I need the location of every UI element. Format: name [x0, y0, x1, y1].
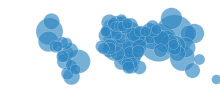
Point [114, 33, 117, 35]
Point [130, 30, 133, 32]
Point [104, 35, 108, 36]
Point [173, 44, 176, 46]
Point [61, 55, 64, 57]
Point [171, 43, 175, 45]
Point [111, 24, 114, 25]
Point [126, 45, 130, 47]
Point [63, 52, 66, 53]
Point [119, 61, 123, 63]
Point [167, 42, 170, 44]
Point [150, 25, 153, 27]
Point [47, 30, 51, 31]
Point [137, 66, 141, 68]
Point [129, 62, 132, 64]
Point [150, 36, 153, 38]
Point [110, 26, 113, 28]
Point [69, 75, 73, 77]
Point [126, 38, 130, 40]
Point [138, 30, 141, 31]
Point [141, 35, 144, 36]
Point [119, 38, 122, 39]
Point [156, 41, 160, 42]
Point [130, 58, 133, 60]
Point [170, 45, 174, 47]
Point [46, 40, 50, 42]
Point [136, 40, 139, 42]
Point [107, 47, 110, 49]
Point [117, 25, 120, 27]
Point [108, 49, 111, 51]
Point [55, 45, 59, 47]
Point [128, 53, 131, 55]
Point [135, 34, 139, 36]
Point [136, 50, 140, 52]
Point [132, 49, 135, 51]
Point [154, 28, 158, 30]
Point [106, 30, 109, 31]
Point [138, 45, 141, 47]
Point [169, 17, 173, 19]
Point [186, 32, 189, 34]
Point [192, 32, 196, 34]
Point [62, 60, 65, 62]
Point [158, 49, 161, 51]
Point [117, 24, 121, 25]
Point [123, 26, 127, 28]
Point [116, 52, 119, 53]
Point [110, 37, 113, 39]
Point [183, 46, 186, 48]
Point [132, 33, 135, 35]
Point [113, 25, 117, 27]
Point [123, 55, 126, 57]
Point [103, 30, 107, 32]
Point [131, 54, 134, 56]
Point [152, 30, 155, 32]
Point [180, 57, 183, 59]
Point [53, 45, 57, 47]
Point [101, 47, 105, 49]
Point [125, 63, 129, 64]
Point [107, 21, 110, 23]
Point [190, 69, 194, 71]
Point [160, 37, 163, 39]
Point [111, 22, 115, 24]
Point [144, 30, 147, 31]
Point [64, 42, 68, 44]
Point [113, 44, 117, 46]
Point [172, 47, 176, 49]
Point [50, 20, 53, 22]
Point [114, 23, 118, 25]
Point [68, 49, 72, 51]
Point [60, 41, 64, 42]
Point [126, 66, 130, 68]
Point [148, 34, 152, 36]
Point [128, 24, 131, 26]
Point [69, 64, 73, 66]
Point [125, 22, 129, 24]
Point [121, 22, 124, 24]
Point [197, 58, 200, 60]
Point [175, 52, 178, 54]
Point [100, 46, 103, 47]
Point [116, 28, 119, 30]
Point [120, 25, 123, 27]
Point [77, 60, 80, 62]
Point [163, 40, 167, 42]
Point [73, 68, 76, 70]
Point [65, 72, 68, 74]
Point [119, 18, 123, 20]
Point [214, 79, 218, 80]
Point [113, 49, 117, 50]
Point [107, 44, 110, 46]
Point [130, 65, 133, 67]
Point [172, 33, 175, 35]
Point [147, 29, 150, 31]
